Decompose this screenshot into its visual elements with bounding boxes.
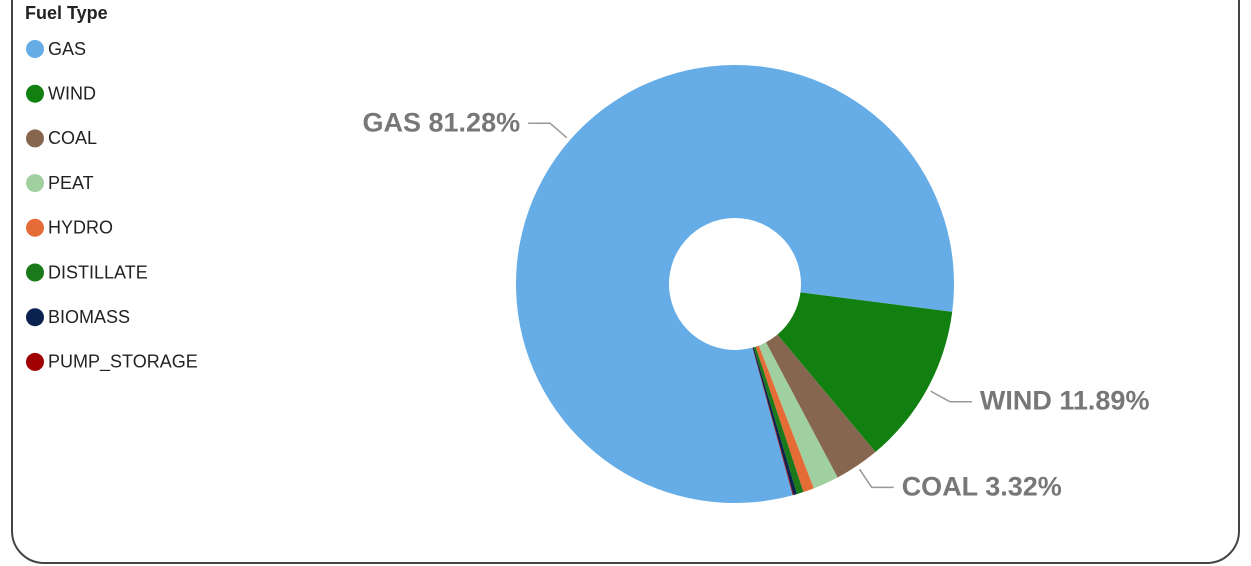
donut-slice bbox=[753, 346, 804, 495]
donut-slice bbox=[752, 347, 794, 496]
legend-swatch bbox=[26, 263, 44, 282]
slice-label-value: 3.32% bbox=[985, 471, 1062, 501]
donut-slice bbox=[777, 292, 953, 453]
legend-label: PUMP_STORAGE bbox=[48, 352, 198, 373]
legend-label: WIND bbox=[48, 83, 96, 103]
legend-swatch bbox=[26, 308, 44, 327]
donut-slice bbox=[765, 334, 876, 478]
slice-label: WIND 11.89% bbox=[980, 386, 1150, 416]
legend-label: DISTILLATE bbox=[48, 262, 148, 282]
card-border bbox=[11, 0, 1240, 564]
legend-label: COAL bbox=[48, 128, 97, 148]
legend-swatch bbox=[26, 174, 44, 193]
legend-swatch bbox=[26, 84, 44, 103]
legend-swatch bbox=[26, 218, 44, 237]
slice-label: COAL 3.32% bbox=[902, 471, 1062, 501]
leader-line bbox=[528, 122, 568, 139]
legend-label: GAS bbox=[48, 39, 86, 59]
leader-line bbox=[930, 390, 972, 403]
slice-label-name: GAS bbox=[362, 107, 421, 137]
slice-label-name: WIND bbox=[980, 386, 1052, 416]
legend-label: PEAT bbox=[48, 173, 94, 193]
legend-swatch bbox=[26, 40, 44, 58]
legend-swatch bbox=[26, 352, 44, 371]
donut-slice bbox=[752, 347, 797, 496]
legend-label: HYDRO bbox=[48, 218, 113, 238]
slice-label: GAS 81.28% bbox=[362, 107, 520, 137]
leader-line bbox=[858, 468, 894, 489]
slice-label-value: 11.89% bbox=[1059, 386, 1149, 416]
legend-label: BIOMASS bbox=[48, 307, 130, 327]
donut-slice bbox=[755, 345, 814, 493]
slice-label-name: COAL bbox=[902, 471, 978, 501]
donut-slice bbox=[758, 342, 838, 489]
legend-title: Fuel Type bbox=[25, 3, 108, 23]
donut-slice bbox=[516, 64, 955, 503]
slice-label-value: 81.28% bbox=[429, 107, 521, 137]
legend-swatch bbox=[26, 129, 44, 148]
